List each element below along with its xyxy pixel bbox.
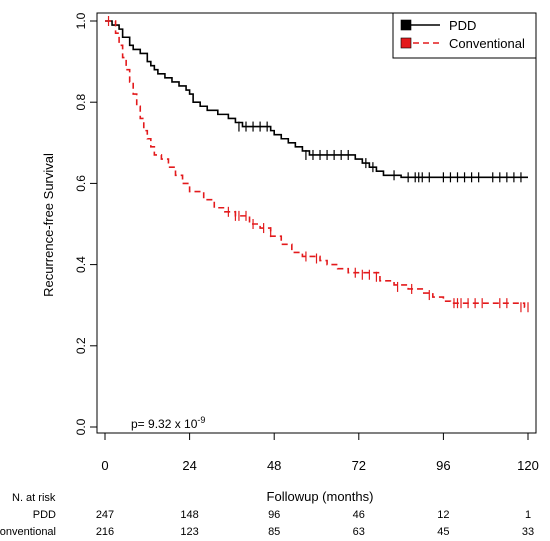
x-tick-label: 48 xyxy=(267,458,281,473)
risk-value: 123 xyxy=(180,526,198,538)
risk-value: 216 xyxy=(96,526,114,538)
legend: PDD Conventional xyxy=(392,12,537,59)
y-tick-label: 0.4 xyxy=(74,256,88,273)
plot-frame-group xyxy=(96,12,537,434)
legend-label: PDD xyxy=(449,18,476,33)
series-line-conventional xyxy=(105,20,528,309)
x-axis-label: Followup (months) xyxy=(267,489,374,504)
curves xyxy=(105,16,529,313)
risk-value: 148 xyxy=(180,509,198,521)
p-value-exponent: -9 xyxy=(197,415,205,425)
y-tick-label: 0.6 xyxy=(74,175,88,192)
risk-value: 33 xyxy=(522,526,534,538)
risk-value: 45 xyxy=(437,526,449,538)
risk-table-title: N. at risk xyxy=(12,492,56,504)
legend-swatch xyxy=(400,19,412,31)
x-tick-label: 72 xyxy=(352,458,366,473)
y-tick-label: 1.0 xyxy=(74,12,88,29)
risk-value: 12 xyxy=(437,509,449,521)
risk-value: 1 xyxy=(525,509,531,521)
series-line-pdd xyxy=(105,20,528,179)
x-axis: 0 24 48 72 96 120 xyxy=(101,433,539,473)
y-tick-label: 0.2 xyxy=(74,337,88,354)
risk-row-label: Conventional xyxy=(0,526,56,538)
y-axis: 0.0 0.2 0.4 0.6 0.8 1.0 xyxy=(74,12,97,435)
y-tick-label: 0.0 xyxy=(74,418,88,435)
x-tick-label: 24 xyxy=(182,458,196,473)
x-tick-label: 120 xyxy=(517,458,539,473)
legend-swatch xyxy=(400,37,412,49)
risk-value: 247 xyxy=(96,509,114,521)
risk-value: 46 xyxy=(353,509,365,521)
x-tick-label: 96 xyxy=(436,458,450,473)
legend-box xyxy=(392,12,537,59)
x-tick-label: 0 xyxy=(101,458,108,473)
risk-value: 85 xyxy=(268,526,280,538)
risk-value: 96 xyxy=(268,509,280,521)
risk-table: N. at risk PDD 247 148 96 46 12 1 Conventional 2… xyxy=(0,492,534,538)
legend-label: Conventional xyxy=(449,36,525,51)
y-tick-label: 0.8 xyxy=(74,94,88,111)
risk-row-label: PDD xyxy=(33,509,56,521)
p-value-annotation: p= 9.32 x 10-9 xyxy=(131,415,205,431)
plot-frame xyxy=(96,12,537,434)
y-axis-label: Recurrence-free Survival xyxy=(41,153,56,297)
risk-value: 63 xyxy=(353,526,365,538)
p-value-text: p= 9.32 x 10 xyxy=(131,417,198,431)
